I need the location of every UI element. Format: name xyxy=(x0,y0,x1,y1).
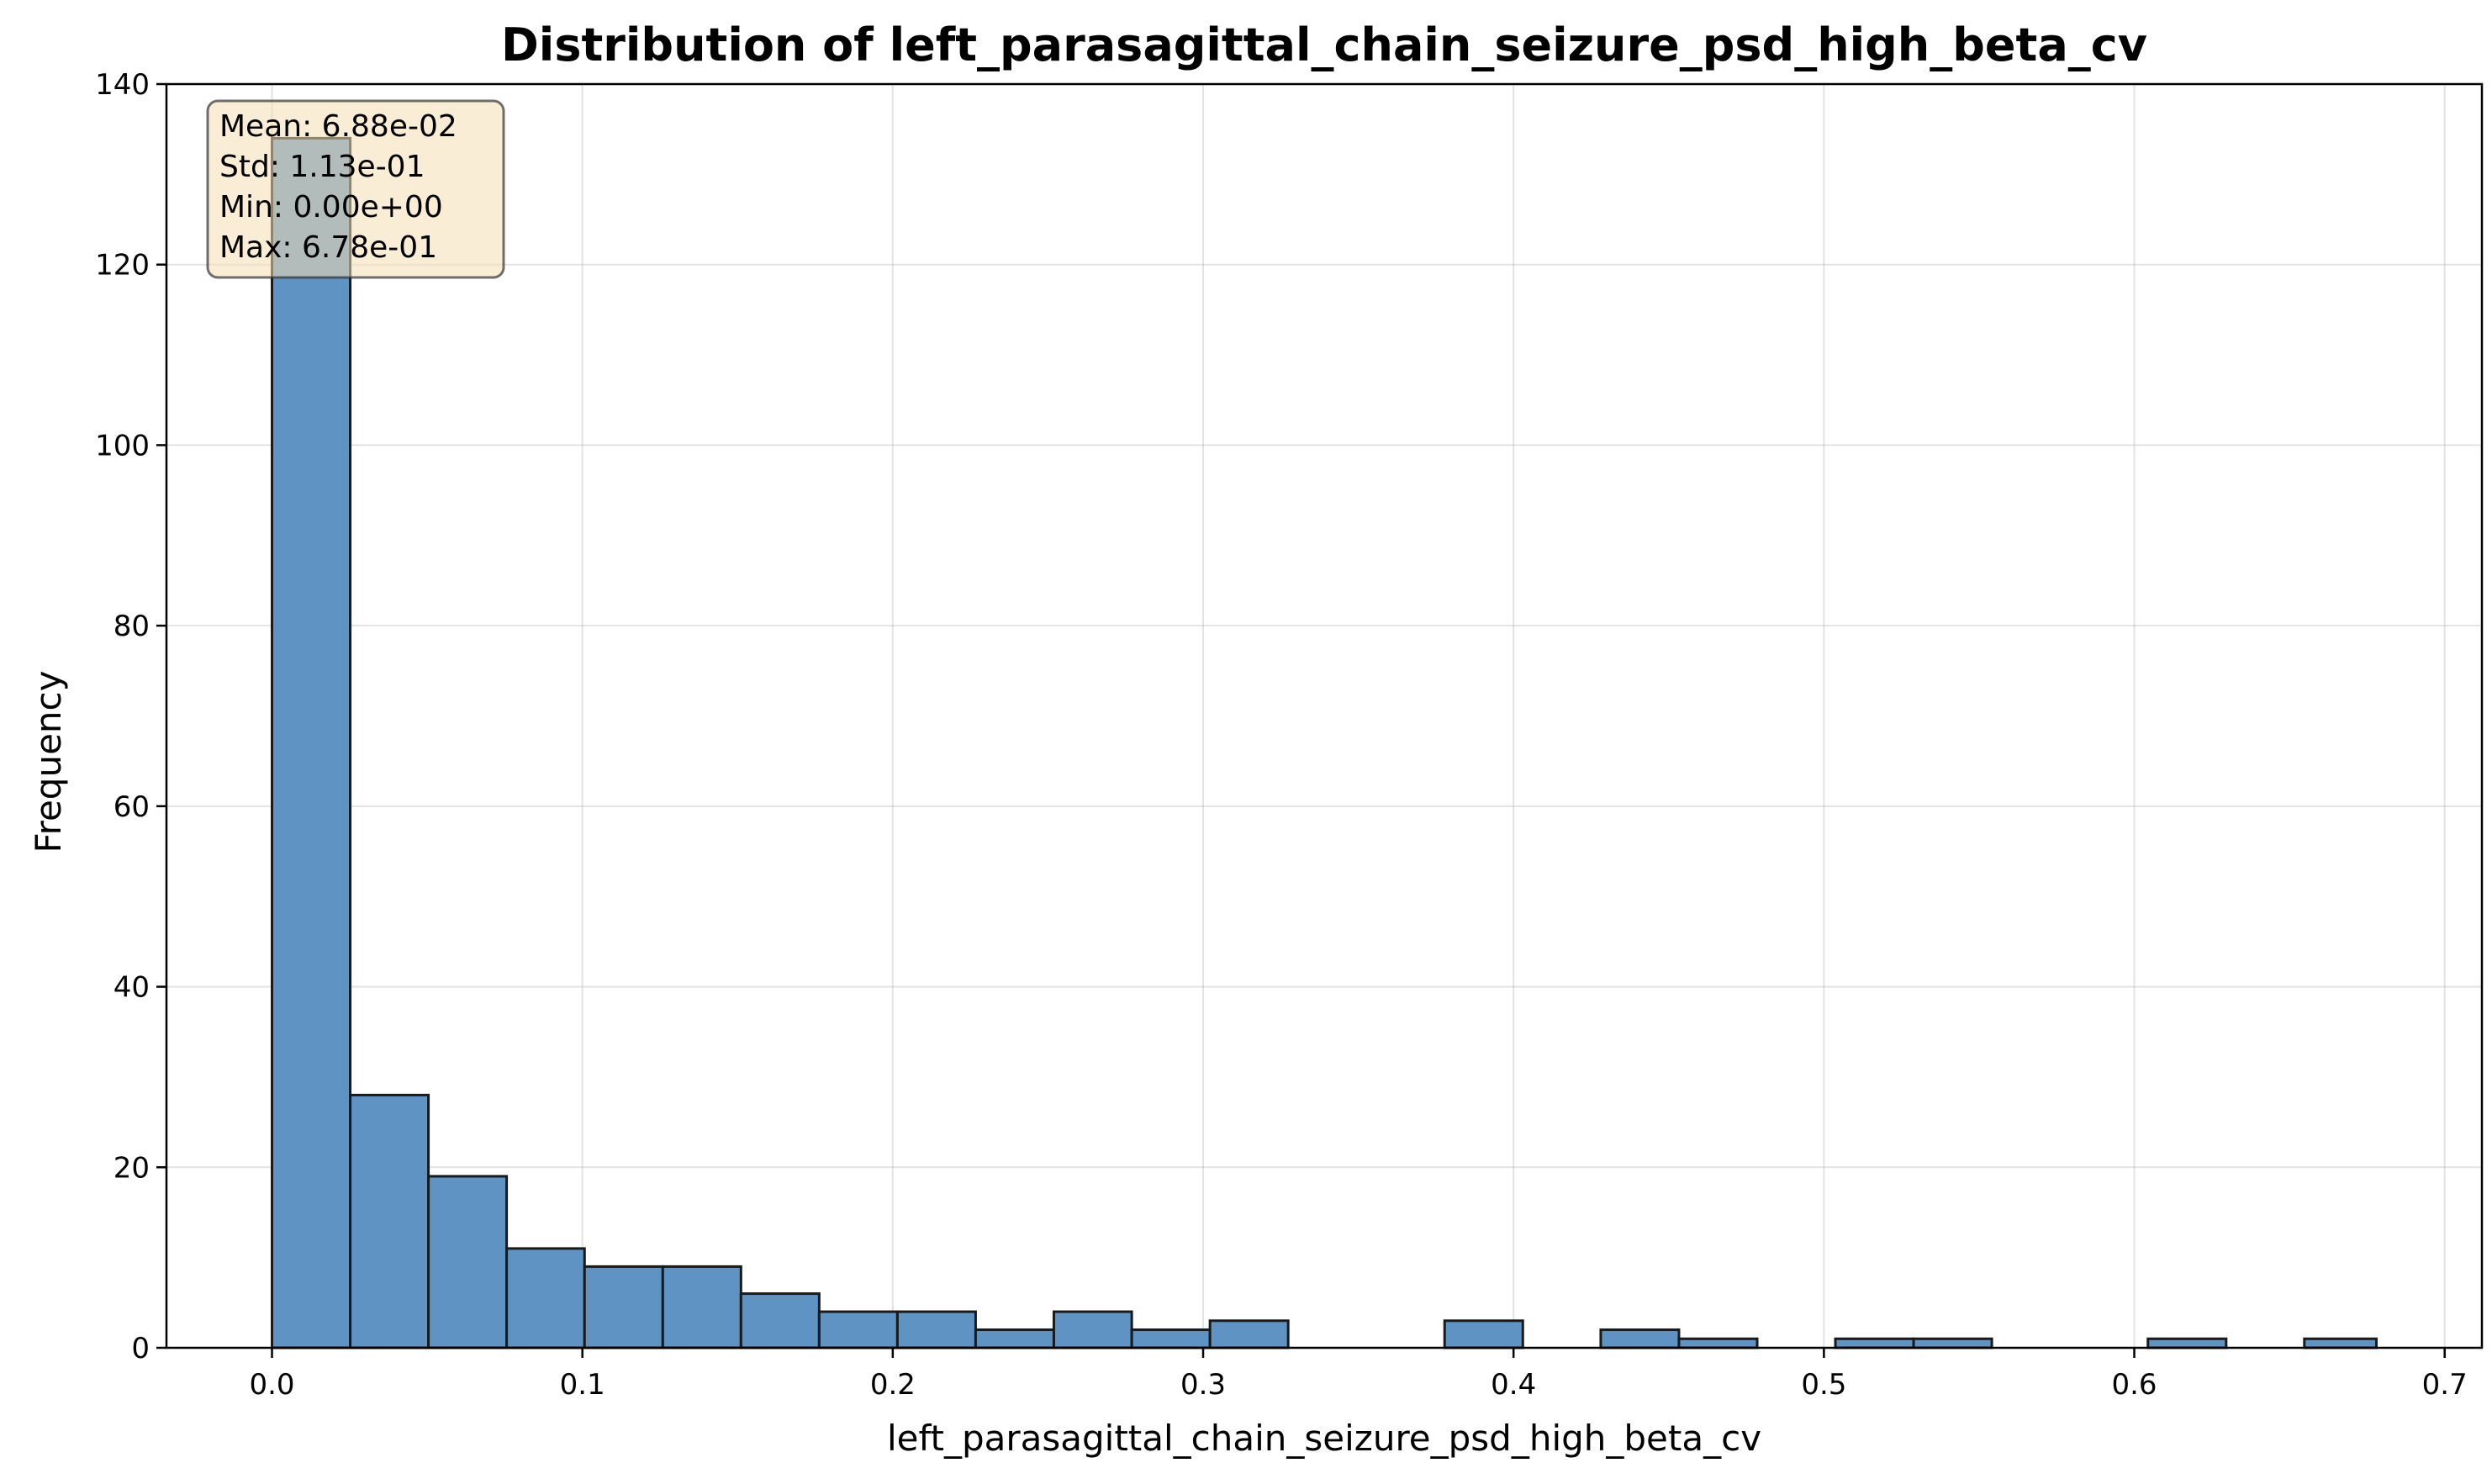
histogram-bar-7 xyxy=(817,1310,899,1349)
histogram-bar-15 xyxy=(1443,1319,1524,1349)
histogram-bar-20 xyxy=(1834,1337,1915,1349)
y-tick-label-4: 80 xyxy=(114,610,150,643)
y-tick-label-2: 40 xyxy=(114,971,150,1005)
statistics-box-background xyxy=(206,99,505,279)
y-tick-label-6: 120 xyxy=(95,249,150,283)
y-tick-label-3: 60 xyxy=(114,790,150,824)
histogram-bars xyxy=(271,136,2378,1349)
y-axis-label: Frequency xyxy=(28,671,69,853)
stat-mean: Mean: 6.88e-02 xyxy=(219,109,457,144)
histogram-bar-17 xyxy=(1599,1328,1681,1349)
stat-max: Max: 6.78e-01 xyxy=(219,230,437,265)
histogram-bar-8 xyxy=(895,1310,977,1349)
statistics-box: Mean: 6.88e-02 Std: 1.13e-01 Min: 0.00e+… xyxy=(206,99,505,279)
histogram-bar-21 xyxy=(1912,1337,1993,1349)
y-tick-label-7: 140 xyxy=(95,68,150,102)
x-axis-label: left_parasagittal_chain_seizure_psd_high… xyxy=(887,1418,1761,1459)
x-tick-label-1: 0.1 xyxy=(560,1368,605,1402)
plot-frame xyxy=(165,82,2484,1349)
histogram-bar-5 xyxy=(661,1265,742,1349)
histogram-bar-6 xyxy=(739,1292,821,1349)
y-axis-ticks: 0 20 40 60 80 100 120 140 xyxy=(95,68,166,1365)
histogram-bar-9 xyxy=(974,1328,1055,1349)
y-tick-label-0: 0 xyxy=(131,1332,150,1365)
histogram-bar-12 xyxy=(1208,1319,1290,1349)
y-tick-label-5: 100 xyxy=(95,429,150,462)
histogram-bar-18 xyxy=(1677,1337,1759,1349)
histogram-bar-2 xyxy=(427,1175,509,1349)
histogram-bar-3 xyxy=(505,1247,586,1349)
stat-std: Std: 1.13e-01 xyxy=(219,150,425,184)
grid-lines xyxy=(166,83,2482,1349)
histogram-bar-26 xyxy=(2303,1337,2378,1349)
x-tick-label-2: 0.2 xyxy=(870,1368,916,1402)
histogram-bar-0 xyxy=(271,136,352,1349)
x-axis-ticks: 0.0 0.1 0.2 0.3 0.4 0.5 0.6 0.7 xyxy=(249,1348,2468,1402)
x-tick-label-7: 0.7 xyxy=(2422,1368,2468,1402)
chart-title: Distribution of left_parasagittal_chain_… xyxy=(501,18,2147,71)
histogram-bar-10 xyxy=(1052,1310,1133,1349)
x-tick-label-3: 0.3 xyxy=(1180,1368,1226,1402)
y-tick-label-1: 20 xyxy=(114,1151,150,1185)
histogram-bar-1 xyxy=(349,1093,430,1349)
x-tick-label-5: 0.5 xyxy=(1801,1368,1846,1402)
histogram-bar-11 xyxy=(1130,1328,1212,1349)
x-tick-label-4: 0.4 xyxy=(1491,1368,1536,1402)
histogram-bar-4 xyxy=(583,1265,664,1349)
histogram-bar-24 xyxy=(2146,1337,2228,1349)
stat-min: Min: 0.00e+00 xyxy=(219,190,443,224)
x-tick-label-0: 0.0 xyxy=(249,1368,294,1402)
x-tick-label-6: 0.6 xyxy=(2111,1368,2157,1402)
